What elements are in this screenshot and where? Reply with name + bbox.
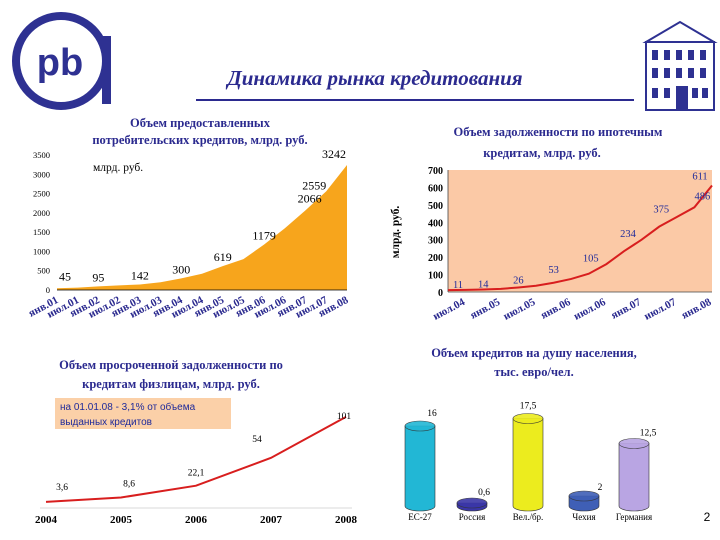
per-capita-bar-top [512,413,544,424]
mortgage-ytick-label: 100 [428,271,443,282]
overdue-annotation-2: выданных кредитов [60,417,152,428]
page-number: 2 [704,510,711,524]
mortgage-ytick-label: 700 [428,166,443,177]
mortgage-xtick-label: июл.07 [642,296,678,323]
per-capita-xtick-label: Россия [459,512,485,522]
mortgage-chart-title-1: Объем задолженности по ипотечным [454,125,663,139]
consumer-chart-title-2: потребительских кредитов, млрд. руб. [92,133,307,147]
overdue-xtick-label: 2005 [110,514,133,526]
mortgage-data-label: 11 [453,280,463,291]
consumer-ytick-label: 1500 [33,227,50,237]
overdue-annotation-1: на 01.01.08 - 3,1% от объема [60,401,196,413]
mortgage-ytick-label: 500 [428,201,443,212]
consumer-data-label: 1179 [252,229,276,243]
per-capita-xtick-label: Германия [616,512,652,522]
per-capita-title-1: Объем кредитов на душу населения, [431,346,637,360]
mortgage-xtick-label: янв.08 [680,296,714,322]
consumer-data-label: 142 [131,269,149,283]
overdue-annotation-box [55,398,231,429]
mortgage-ylabel: млрд. руб. [390,206,402,259]
per-capita-xtick-label: Чехия [572,512,595,522]
mortgage-data-label: 486 [695,191,711,202]
mortgage-xtick-label: янв.05 [468,296,502,322]
overdue-data-label: 3,6 [56,483,68,493]
per-capita-title-2: тыс. евро/чел. [494,365,573,379]
mortgage-xtick-label: июл.05 [501,296,537,323]
overdue-chart-title-2: кредитам физлицам, млрд. руб. [82,377,260,391]
logo-text: pb [37,42,83,84]
consumer-ytick-label: 0 [46,285,50,295]
consumer-chart-title-1: Объем предоставленных [130,116,271,130]
per-capita-bar [404,425,436,512]
overdue-xtick-label: 2006 [185,514,208,526]
consumer-area [57,164,347,290]
mortgage-data-label: 234 [620,229,637,240]
consumer-data-label: 2559 [302,178,326,192]
mortgage-chart-title-2: кредитам, млрд. руб. [483,146,601,160]
logo-tail [102,36,111,104]
overdue-xtick-label: 2008 [335,514,358,526]
consumer-data-label: 2066 [298,191,322,205]
overdue-chart: Объем просроченной задолженности по кред… [35,358,358,526]
mortgage-ytick-label: 200 [428,253,443,264]
consumer-credits-chart: Объем предоставленных потребительских кр… [27,116,351,321]
per-capita-xtick-label: ЕС-27 [408,512,432,522]
mortgage-xtick-label: янв.07 [609,296,643,322]
per-capita-data-label: 12,5 [640,429,657,439]
mortgage-data-label: 26 [513,275,524,286]
building-icon [642,20,718,111]
mortgage-xtick-label: янв.06 [539,296,573,322]
overdue-xtick-label: 2007 [260,514,283,526]
mortgage-ytick-label: 600 [428,183,443,194]
consumer-data-label: 95 [92,270,104,284]
mortgage-xtick-label: июл.06 [572,296,608,323]
consumer-data-label: 300 [172,262,190,276]
mortgage-data-label: 611 [692,172,707,183]
per-capita-bar-top [618,438,650,449]
mortgage-series-line [447,184,713,292]
mortgage-xtick-label: июл.04 [431,296,467,323]
consumer-ytick-label: 2500 [33,189,50,199]
slide-title: Динамика рынка кредитования [225,66,522,90]
mortgage-chart: Объем задолженности по ипотечным кредита… [390,125,714,323]
mortgage-data-label: 53 [548,265,559,276]
bank-logo: pb [12,12,111,110]
overdue-data-label: 54 [252,435,262,445]
overdue-chart-title-1: Объем просроченной задолженности по [59,358,283,372]
consumer-ytick-label: 1000 [33,246,50,256]
per-capita-bar-top [404,420,436,432]
per-capita-data-label: 16 [427,409,437,419]
per-capita-bar-top [568,490,600,502]
mortgage-ytick-label: 400 [428,218,443,229]
consumer-data-label: 619 [214,250,232,264]
mortgage-plot-bg [448,170,712,292]
overdue-data-label: 8,6 [123,479,135,489]
mortgage-ytick-label: 300 [428,236,443,247]
overdue-xtick-label: 2004 [35,514,58,526]
mortgage-data-label: 105 [583,254,599,265]
per-capita-data-label: 17,5 [520,402,537,412]
mortgage-ytick-label: 0 [438,288,443,299]
consumer-data-label: 3242 [322,147,346,161]
per-capita-bar-top [456,497,488,509]
consumer-ytick-label: 2000 [33,208,50,218]
consumer-data-label: 45 [59,269,71,283]
per-capita-data-label: 2 [598,483,603,493]
per-capita-chart: Объем кредитов на душу населения, тыс. е… [404,346,657,522]
consumer-ytick-label: 3500 [33,150,50,160]
per-capita-bar [618,443,650,512]
consumer-unit-label: млрд. руб. [93,162,143,174]
mortgage-data-label: 375 [653,205,669,216]
overdue-series-line [45,415,347,503]
per-capita-bar [512,418,544,512]
consumer-ytick-label: 3000 [33,169,50,179]
consumer-ytick-label: 500 [37,266,50,276]
overdue-data-label: 101 [337,412,352,422]
mortgage-data-label: 14 [478,280,489,291]
per-capita-xtick-label: Вел./бр. [513,512,544,522]
overdue-data-label: 22,1 [188,469,205,479]
per-capita-data-label: 0,6 [478,488,490,498]
